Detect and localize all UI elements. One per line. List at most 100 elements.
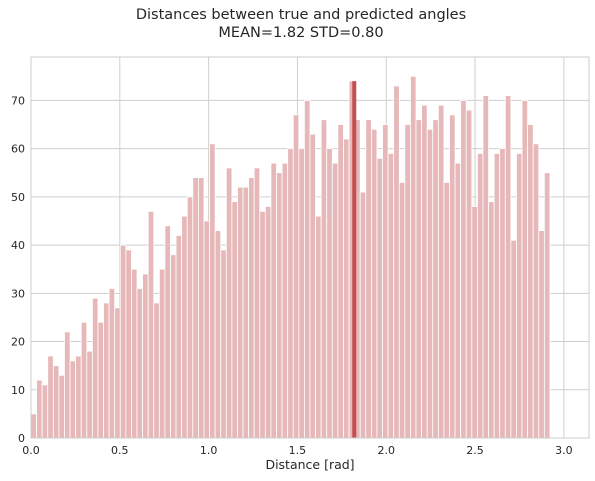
- plot-frame: [30, 56, 590, 439]
- histogram-bar: [203, 220, 210, 439]
- histogram-bar: [80, 321, 88, 439]
- histogram-bar: [370, 128, 378, 439]
- histogram-bar: [404, 124, 411, 439]
- histogram-bar: [538, 230, 545, 439]
- histogram-bar: [220, 249, 227, 439]
- histogram-bar: [52, 365, 60, 439]
- histogram-bar: [248, 177, 255, 439]
- histogram-bar: [476, 153, 484, 439]
- histogram-bar: [114, 307, 121, 439]
- histogram-bar: [136, 288, 144, 439]
- x-tick-label: 1.0: [200, 444, 218, 457]
- histogram-bar: [164, 225, 171, 439]
- histogram-bar: [276, 172, 283, 439]
- x-tick-label: 1.5: [289, 444, 307, 457]
- histogram-bar: [181, 215, 188, 439]
- histogram-bar: [242, 186, 250, 439]
- x-tick-label: 0.5: [111, 444, 129, 457]
- y-tick-label: 20: [11, 336, 25, 349]
- y-tick-label: 30: [11, 287, 25, 300]
- histogram-bar: [337, 124, 344, 439]
- histogram-bar: [153, 302, 160, 439]
- histogram-bar: [488, 201, 495, 439]
- histogram-bar: [97, 321, 104, 439]
- histogram-bar: [287, 148, 294, 439]
- histogram-bar: [47, 355, 54, 439]
- histogram-bar: [69, 360, 77, 439]
- histogram-bar: [192, 177, 199, 439]
- x-tick-label: 2.5: [466, 444, 484, 457]
- chart-subtitle: MEAN=1.82 STD=0.80: [218, 25, 383, 41]
- histogram-bar: [432, 119, 439, 439]
- x-axis-ticks: 0.0 0.5 1.0 1.5 2.0 2.5 3.0: [22, 444, 572, 457]
- histogram-bar: [197, 177, 205, 439]
- histogram-bar: [91, 297, 99, 439]
- histogram-bar: [465, 109, 473, 439]
- histogram-bar: [382, 124, 389, 439]
- histogram-bar: [231, 201, 238, 439]
- histogram-bar: [516, 153, 523, 439]
- histogram-bar: [499, 148, 506, 439]
- histogram-bar: [527, 124, 534, 439]
- histogram-bar: [449, 114, 456, 439]
- histogram-bar: [119, 244, 127, 439]
- histogram-bar: [253, 167, 261, 439]
- histogram-bar: [398, 181, 406, 439]
- histogram-bar: [326, 148, 333, 439]
- histogram-bar: [186, 196, 194, 439]
- histogram-bar: [443, 181, 450, 439]
- histogram-bar: [131, 268, 138, 439]
- histogram-bar: [315, 215, 322, 439]
- x-tick-label: 2.0: [377, 444, 395, 457]
- histogram-bar: [309, 133, 316, 439]
- histogram-bar: [125, 249, 132, 439]
- histogram-bar: [365, 119, 372, 439]
- x-tick-label: 3.0: [555, 444, 573, 457]
- histogram-bar: [543, 172, 551, 439]
- histogram-bar: [460, 100, 467, 439]
- histogram-bar: [108, 288, 116, 439]
- histogram-bar: [415, 119, 422, 439]
- y-tick-label: 70: [11, 94, 25, 107]
- histogram-bar: [292, 114, 300, 439]
- histogram-bar: [320, 119, 328, 439]
- histogram-bar: [437, 104, 445, 439]
- histogram-bar: [270, 162, 277, 439]
- histogram-bar: [454, 162, 462, 439]
- histogram-bar: [393, 85, 400, 439]
- histogram-bar: [259, 210, 266, 439]
- y-tick-label: 10: [11, 384, 25, 397]
- histogram-bar: [86, 350, 93, 439]
- histogram-bar: [482, 95, 489, 439]
- histogram-bar: [410, 75, 417, 439]
- y-tick-label: 50: [11, 191, 25, 204]
- chart-title: Distances between true and predicted ang…: [136, 7, 466, 23]
- histogram-bar: [209, 143, 216, 439]
- histogram-bar: [214, 230, 222, 439]
- histogram-bar: [376, 157, 383, 439]
- histogram-bar: [64, 331, 71, 439]
- histogram-bar: [331, 162, 339, 439]
- histogram-bar: [170, 254, 177, 439]
- histogram-bar: [471, 206, 478, 439]
- histogram-bar: [281, 162, 289, 439]
- histogram-bar: [510, 239, 517, 439]
- histogram-bar: [426, 128, 434, 439]
- y-tick-label: 40: [11, 239, 25, 252]
- histogram-bar: [304, 100, 311, 439]
- histogram-bar: [36, 379, 43, 439]
- histogram-bar: [421, 104, 428, 439]
- y-tick-label: 60: [11, 143, 25, 156]
- histogram-bar: [237, 186, 244, 439]
- histogram-bar: [493, 153, 501, 439]
- histogram-bar: [298, 148, 305, 439]
- y-tick-label: 0: [18, 432, 25, 445]
- histogram-bar: [142, 273, 149, 439]
- histogram-bar: [532, 143, 540, 439]
- histogram-bar: [264, 206, 272, 439]
- histogram-bar: [75, 355, 82, 439]
- histogram-bar: [343, 138, 350, 439]
- histogram-bar: [41, 384, 49, 439]
- histogram-bar: [158, 268, 166, 439]
